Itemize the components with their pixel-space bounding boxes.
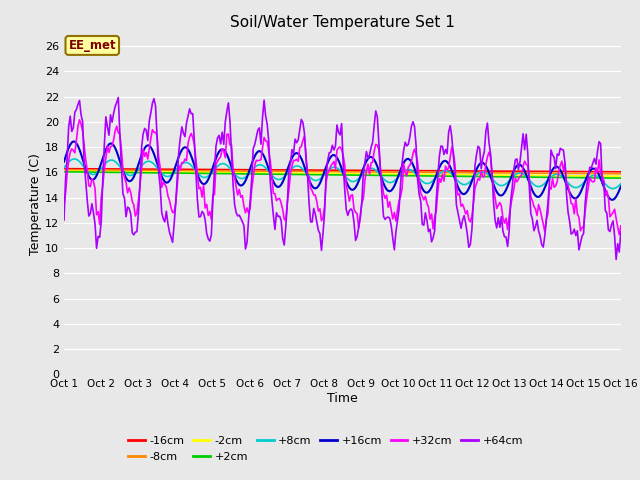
Legend: -16cm, -8cm, -2cm, +2cm, +8cm, +16cm, +32cm, +64cm: -16cm, -8cm, -2cm, +2cm, +8cm, +16cm, +3… [124, 432, 527, 466]
Y-axis label: Temperature (C): Temperature (C) [29, 153, 42, 255]
X-axis label: Time: Time [327, 392, 358, 405]
Title: Soil/Water Temperature Set 1: Soil/Water Temperature Set 1 [230, 15, 455, 30]
Text: EE_met: EE_met [68, 39, 116, 52]
